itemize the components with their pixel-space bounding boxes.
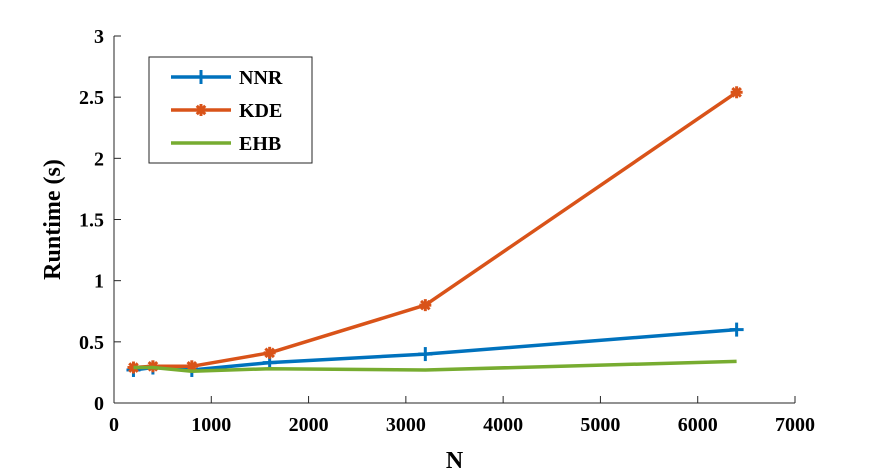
data-point-kde [730,86,743,99]
x-tick-label: 2000 [289,414,329,436]
y-tick-label: 3 [94,26,104,48]
legend-entry-kde: KDE [171,100,282,122]
y-tick-label: 2 [94,148,104,170]
x-tick-label: 0 [109,414,119,436]
asterisk-marker-stroke [128,362,139,373]
legend-entry-ehb: EHB [171,133,281,155]
y-tick-label: 1 [94,271,104,293]
legend-marker-kde [195,104,207,116]
series-line-ehb [133,359,737,373]
y-tick-label: 0.5 [79,332,104,354]
data-point-nnr [729,322,744,337]
x-tick-label: 5000 [580,414,620,436]
data-point-kde [419,299,432,312]
x-tick-label: 4000 [483,414,523,436]
asterisk-marker-stroke [195,104,207,116]
legend: NNR KDE EHB [148,56,313,164]
x-tick-label: 7000 [775,414,815,436]
asterisk-marker-stroke [186,360,198,372]
asterisk-marker-stroke [420,299,431,311]
legend-label-kde: KDE [239,100,282,122]
legend-label-nnr: NNR [239,67,283,89]
asterisk-marker-stroke [731,86,742,98]
asterisk-marker-stroke [264,347,275,359]
series-layer [126,86,744,377]
y-axis-label: Runtime (s) [40,159,66,280]
y-tick-label: 1.5 [79,210,104,232]
y-tick-label: 2.5 [79,87,104,109]
x-tick-label: 3000 [386,414,426,436]
data-point-kde [263,346,276,359]
legend-marker-nnr [194,70,208,84]
axes: 0 1000 2000 3000 4000 5000 6000 7000 0 0.5 1 1.5 2 2.… [79,26,815,436]
x-tick-label: 6000 [678,414,718,436]
legend-entry-nnr: NNR [171,67,283,89]
x-tick-label: 1000 [191,414,231,436]
legend-label-ehb: EHB [239,133,281,155]
data-point-nnr [418,347,433,362]
y-tick-label: 0 [94,393,104,415]
x-axis-label: N [446,448,464,472]
